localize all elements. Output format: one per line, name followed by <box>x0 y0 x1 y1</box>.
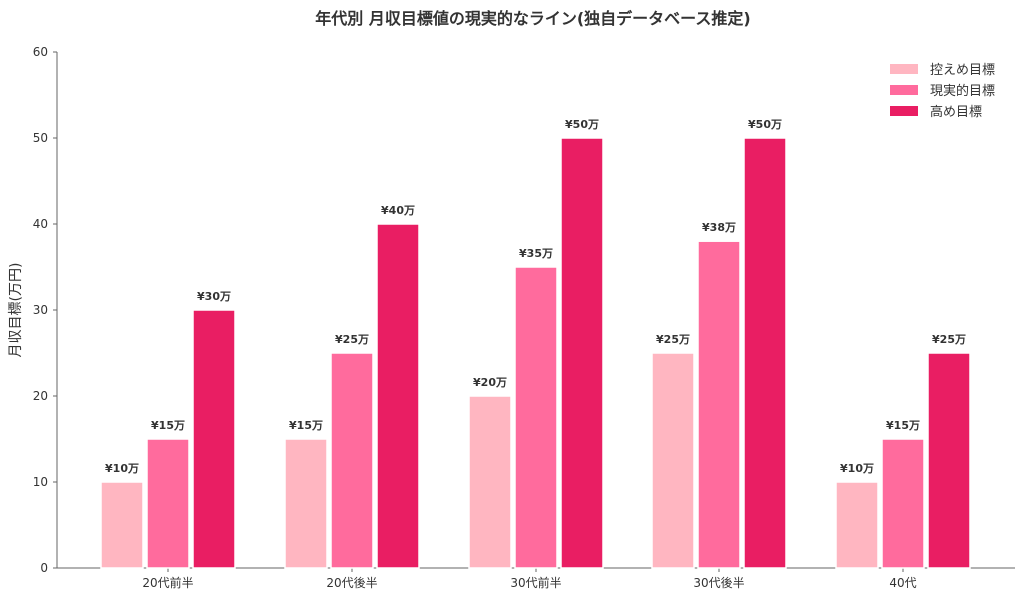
legend-swatch <box>890 85 918 95</box>
legend-item: 現実的目標 <box>890 83 995 99</box>
data-label: ¥38万 <box>702 221 736 234</box>
data-label: ¥25万 <box>932 333 966 346</box>
bar-group: ¥10万 ¥15万 ¥30万 <box>100 290 236 569</box>
bar <box>192 309 236 569</box>
bar <box>146 438 190 569</box>
data-label: ¥30万 <box>197 290 231 303</box>
bar-group: ¥25万 ¥38万 ¥50万 <box>651 118 787 569</box>
x-tick-label: 20代後半 <box>326 576 377 590</box>
y-tick-label: 0 <box>40 561 48 575</box>
x-tick-label: 20代前半 <box>142 575 193 590</box>
y-tick-label: 60 <box>33 45 48 59</box>
bars: ¥10万¥15万¥30万¥15万¥25万¥40万¥20万¥35万¥50万¥25万… <box>100 118 971 569</box>
bar <box>468 395 512 569</box>
bar <box>100 481 144 569</box>
data-label: ¥15万 <box>151 419 185 432</box>
axes: 0 10 20 30 40 50 60 20代前半 20代後半 30代前半 30代後半 40代 <box>33 45 1015 590</box>
bar <box>330 352 374 569</box>
y-tick-label: 50 <box>33 131 48 145</box>
bar-group: ¥20万 ¥35万 ¥50万 <box>468 118 604 569</box>
chart-title: 年代別 月収目標値の現実的なライン(独自データベース推定) <box>315 9 750 28</box>
data-label: ¥35万 <box>519 247 553 260</box>
data-label: ¥10万 <box>105 462 139 475</box>
data-label: ¥20万 <box>473 376 507 389</box>
x-tick-label: 30代前半 <box>510 575 561 590</box>
bar <box>835 481 879 569</box>
data-label: ¥15万 <box>886 419 920 432</box>
y-tick-label: 20 <box>33 389 48 403</box>
bar <box>881 438 925 569</box>
legend-item: 高め目標 <box>890 104 982 120</box>
legend-label: 現実的目標 <box>930 83 995 99</box>
data-label: ¥50万 <box>565 118 599 131</box>
legend-label: 控えめ目標 <box>930 63 995 78</box>
data-label: ¥50万 <box>748 118 782 131</box>
legend-swatch <box>890 106 918 116</box>
data-label: ¥25万 <box>335 333 369 346</box>
data-label: ¥15万 <box>289 419 323 432</box>
bar <box>560 137 604 569</box>
bar <box>651 352 695 569</box>
legend-item: 控えめ目標 <box>890 63 995 78</box>
legend-label: 高め目標 <box>930 104 982 120</box>
y-tick-label: 30 <box>33 303 48 317</box>
bar <box>376 223 420 569</box>
bar-group: ¥10万 ¥15万 ¥25万 <box>835 333 971 569</box>
bar <box>514 266 558 569</box>
data-label: ¥40万 <box>381 204 415 217</box>
legend-swatch <box>890 64 918 74</box>
data-label: ¥10万 <box>840 462 874 475</box>
bar <box>284 438 328 569</box>
bar <box>743 137 787 569</box>
bar <box>697 240 741 569</box>
y-tick-label: 40 <box>33 217 48 231</box>
y-tick-label: 10 <box>33 475 48 489</box>
x-tick-label: 40代 <box>889 576 916 590</box>
bar-group: ¥15万 ¥25万 ¥40万 <box>284 204 420 569</box>
y-axis-label: 月収目標(万円) <box>8 263 24 358</box>
data-label: ¥25万 <box>656 333 690 346</box>
x-tick-label: 30代後半 <box>693 576 744 590</box>
bar <box>927 352 971 569</box>
